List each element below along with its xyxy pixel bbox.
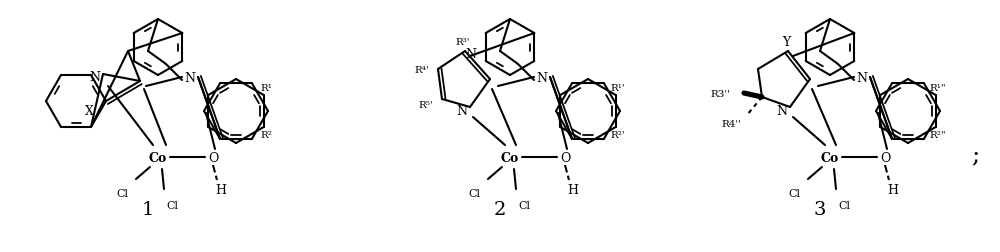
Text: 2: 2 bbox=[494, 200, 506, 218]
Text: R²: R² bbox=[260, 131, 272, 140]
Text: N: N bbox=[466, 47, 477, 60]
Text: H: H bbox=[888, 184, 898, 197]
Text: R¹": R¹" bbox=[930, 83, 946, 92]
Text: Cl: Cl bbox=[518, 200, 530, 210]
Text: Cl: Cl bbox=[468, 188, 480, 198]
Text: N: N bbox=[456, 104, 468, 117]
Text: ;: ; bbox=[971, 143, 979, 166]
Text: N: N bbox=[90, 70, 100, 83]
Text: N: N bbox=[776, 104, 788, 117]
Text: N: N bbox=[184, 71, 196, 84]
Text: 3: 3 bbox=[814, 200, 826, 218]
Text: 1: 1 bbox=[142, 200, 154, 218]
Text: Cl: Cl bbox=[838, 200, 850, 210]
Text: R3'': R3'' bbox=[710, 89, 730, 98]
Text: R4'': R4'' bbox=[721, 119, 741, 128]
Text: H: H bbox=[568, 184, 578, 197]
Text: Y: Y bbox=[782, 35, 790, 48]
Text: O: O bbox=[880, 151, 890, 164]
Text: O: O bbox=[208, 151, 218, 164]
Text: R¹: R¹ bbox=[260, 83, 272, 92]
Text: Cl: Cl bbox=[166, 200, 178, 210]
Text: R⁵': R⁵' bbox=[419, 100, 433, 109]
Text: X: X bbox=[85, 105, 93, 118]
Text: N: N bbox=[536, 71, 548, 84]
Text: Co: Co bbox=[149, 151, 167, 164]
Text: R³': R³' bbox=[456, 37, 470, 46]
Text: R⁴': R⁴' bbox=[415, 65, 429, 74]
Text: H: H bbox=[216, 184, 226, 197]
Text: Cl: Cl bbox=[788, 188, 800, 198]
Text: O: O bbox=[560, 151, 570, 164]
Text: Cl: Cl bbox=[116, 188, 128, 198]
Text: Co: Co bbox=[501, 151, 519, 164]
Text: N: N bbox=[856, 71, 868, 84]
Text: R¹': R¹' bbox=[611, 83, 625, 92]
Text: R²': R²' bbox=[611, 131, 625, 140]
Text: R²": R²" bbox=[930, 131, 946, 140]
Text: Co: Co bbox=[821, 151, 839, 164]
